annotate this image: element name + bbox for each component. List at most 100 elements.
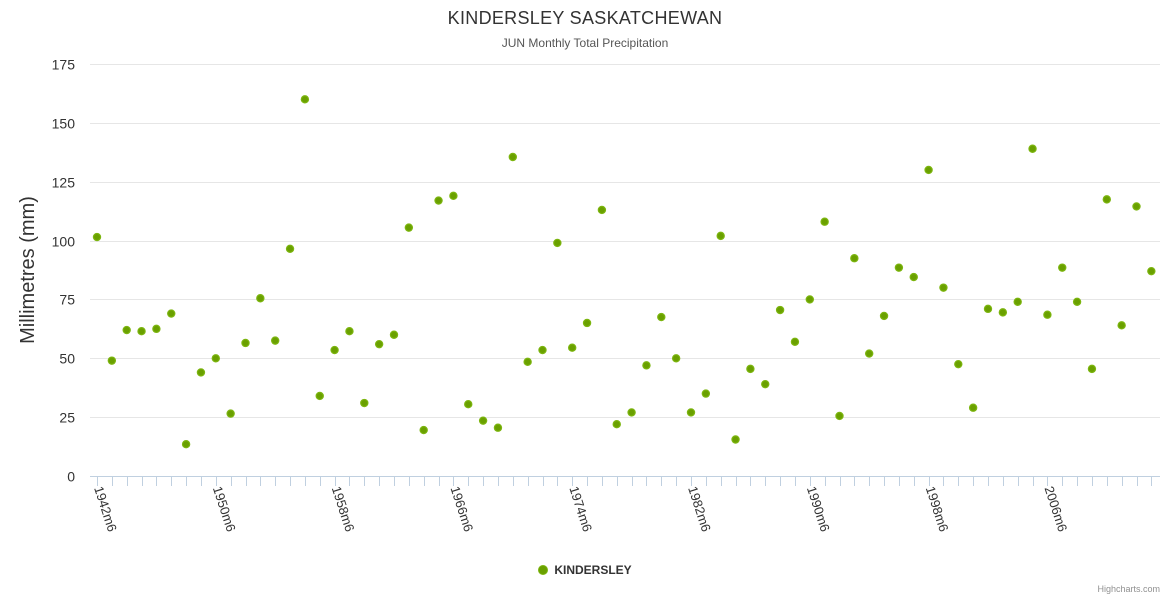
data-point[interactable] <box>181 440 191 449</box>
data-point[interactable] <box>241 338 250 348</box>
data-point[interactable] <box>137 327 146 336</box>
x-tick-label: 1990m6 <box>804 484 833 533</box>
data-point[interactable] <box>582 318 592 328</box>
data-point[interactable] <box>167 309 176 318</box>
y-tick-label: 0 <box>67 469 75 485</box>
data-point[interactable] <box>1043 310 1052 319</box>
data-point[interactable] <box>983 304 993 314</box>
x-tick-label: 1998m6 <box>923 484 952 533</box>
data-point[interactable] <box>404 223 414 232</box>
data-point[interactable] <box>686 408 696 417</box>
data-points <box>92 95 1156 449</box>
data-point[interactable] <box>1013 297 1022 306</box>
data-point[interactable] <box>1028 144 1037 153</box>
data-point[interactable] <box>256 294 265 303</box>
legend-label: KINDERSLEY <box>554 563 632 577</box>
data-point[interactable] <box>538 345 547 355</box>
data-point[interactable] <box>493 423 503 432</box>
y-tick-label: 50 <box>59 351 75 367</box>
y-tick-label: 25 <box>59 410 75 426</box>
data-point[interactable] <box>1072 297 1082 306</box>
data-point[interactable] <box>805 295 815 304</box>
data-point[interactable] <box>1087 364 1097 374</box>
data-point[interactable] <box>345 327 354 336</box>
x-axis: 1942m6 1950m6 1958m6 1966m6 1974m6 1982m6 1990… <box>91 476 1152 534</box>
y-axis-title: Millimetres (mm) <box>17 196 39 344</box>
data-point[interactable] <box>330 345 339 355</box>
data-point[interactable] <box>1147 266 1156 276</box>
data-point[interactable] <box>954 359 963 369</box>
data-point[interactable] <box>1117 321 1126 330</box>
data-point[interactable] <box>107 356 117 365</box>
data-point[interactable] <box>775 305 785 315</box>
data-point[interactable] <box>389 330 399 339</box>
y-tick-label: 75 <box>59 292 75 308</box>
data-point[interactable] <box>820 217 829 226</box>
data-point[interactable] <box>790 337 800 347</box>
data-point[interactable] <box>285 244 295 254</box>
data-point[interactable] <box>211 354 220 363</box>
y-tick-label: 150 <box>52 116 76 132</box>
data-point[interactable] <box>92 232 102 242</box>
data-point[interactable] <box>761 379 770 389</box>
data-point[interactable] <box>850 254 859 263</box>
x-tick-label: 1966m6 <box>448 484 477 533</box>
chart-title: KINDERSLEY SASKATCHEWAN <box>447 8 723 28</box>
data-point[interactable] <box>1058 263 1067 272</box>
data-point[interactable] <box>553 238 562 248</box>
data-point[interactable] <box>434 196 443 205</box>
data-point[interactable] <box>300 95 310 104</box>
credits-link[interactable]: Highcharts.com <box>1097 584 1160 594</box>
data-point[interactable] <box>122 325 131 335</box>
data-point[interactable] <box>360 398 369 408</box>
data-point[interactable] <box>152 324 161 334</box>
data-point[interactable] <box>716 231 725 241</box>
data-point[interactable] <box>939 283 948 292</box>
legend-marker-icon <box>538 565 549 575</box>
y-tick-label: 125 <box>52 175 76 191</box>
data-point[interactable] <box>612 420 621 429</box>
data-point[interactable] <box>1132 202 1141 211</box>
data-point[interactable] <box>464 399 473 409</box>
grid-lines: 0 25 50 75 100 125 150 175 <box>52 57 1160 485</box>
data-point[interactable] <box>924 165 933 175</box>
data-point[interactable] <box>657 312 666 322</box>
data-point[interactable] <box>196 368 206 377</box>
data-point[interactable] <box>478 416 488 425</box>
data-point[interactable] <box>226 409 235 418</box>
data-point[interactable] <box>731 435 740 444</box>
y-tick-label: 100 <box>52 234 76 250</box>
legend-item-kindersley[interactable]: KINDERSLEY <box>538 563 632 577</box>
data-point[interactable] <box>879 311 889 321</box>
x-tick-label: 1950m6 <box>210 484 239 533</box>
y-tick-label: 175 <box>52 57 76 73</box>
data-point[interactable] <box>998 308 1008 317</box>
data-point[interactable] <box>835 411 844 421</box>
data-point[interactable] <box>894 263 904 272</box>
y-axis: Millimetres (mm) <box>17 196 39 344</box>
data-point[interactable] <box>315 391 324 401</box>
data-point[interactable] <box>1102 195 1112 204</box>
data-point[interactable] <box>746 364 755 374</box>
legend: KINDERSLEY <box>0 563 1170 578</box>
x-tick-label: 1982m6 <box>685 484 714 533</box>
x-tick-label: 1958m6 <box>329 484 358 533</box>
data-point[interactable] <box>449 191 458 201</box>
data-point[interactable] <box>642 361 651 370</box>
data-point[interactable] <box>419 425 428 435</box>
data-point[interactable] <box>374 339 384 349</box>
data-point[interactable] <box>568 343 577 352</box>
data-point[interactable] <box>523 357 532 367</box>
x-tick-label: 1942m6 <box>91 484 120 533</box>
data-point[interactable] <box>671 354 681 363</box>
x-tick-label: 2006m6 <box>1042 484 1071 533</box>
data-point[interactable] <box>909 272 918 282</box>
data-point[interactable] <box>968 403 978 412</box>
data-point[interactable] <box>597 205 607 215</box>
data-point[interactable] <box>627 408 636 417</box>
data-point[interactable] <box>508 152 517 162</box>
data-point[interactable] <box>701 389 711 398</box>
data-point[interactable] <box>865 349 874 358</box>
data-point[interactable] <box>271 336 280 345</box>
